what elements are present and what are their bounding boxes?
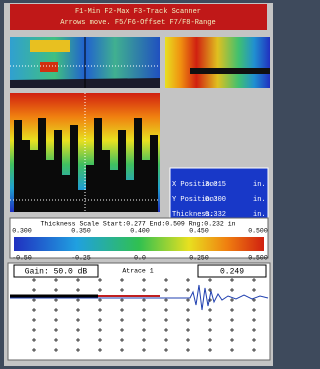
c-scan-region [30,40,70,52]
scale-tick: 0.500 [248,228,268,235]
b-scan [165,37,270,88]
color-bar [14,237,264,251]
reading-text: 0.249 [220,268,244,277]
scale-tick: 0.400 [130,228,150,235]
gain-text: Gain: 50.0 dB [25,268,88,277]
header-text: Arrows move. F5/F6-Offset F7/F8-Range [60,19,215,27]
c-scan-region [40,62,58,72]
scale-tick: 0.450 [189,228,209,235]
a-scan-tick: -0.50 [12,255,32,262]
a-scan-tick: 0.500 [248,255,268,262]
screen: F1-Min F2-Max F3-Track Scanner Arrows mo… [0,0,277,369]
position-unit: in. [253,196,266,204]
a-scan-tick: -0.25 [71,255,91,262]
header-text: F1-Min F2-Max F3-Track Scanner [75,8,201,16]
trace-label: Atrace 1 [122,268,153,275]
scale-title: Thickness Scale Start:0.277 End:0.509 Rn… [40,221,235,228]
position-value: 0.300 [205,196,226,204]
position-unit: in. [253,181,266,189]
scale-tick: 0.300 [12,228,32,235]
b-scan-bar [190,68,270,74]
a-scan [8,263,270,360]
a-scan-tick: 0.0 [134,255,146,262]
a-scan-tick: 0.250 [189,255,209,262]
position-value: 3.015 [205,181,226,189]
scale-tick: 0.350 [71,228,91,235]
